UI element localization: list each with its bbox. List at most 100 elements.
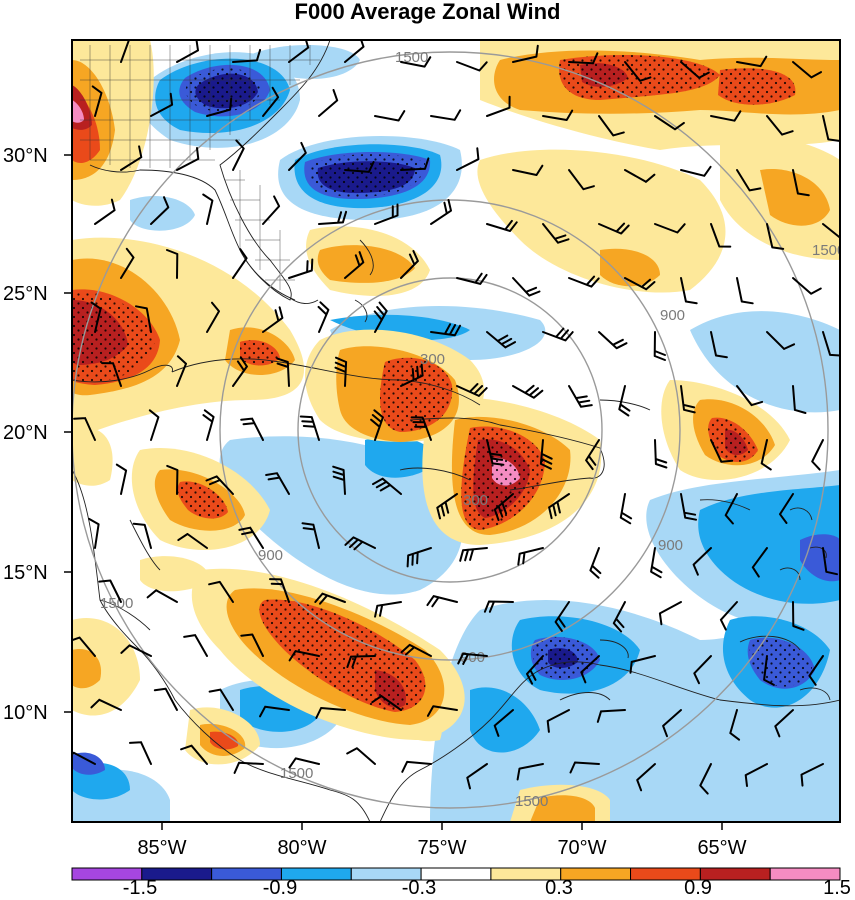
lat-tick-label: 30°N: [3, 145, 48, 167]
wind-barb: [318, 210, 348, 225]
wind-barb: [744, 763, 768, 787]
wind-barb: [512, 44, 539, 63]
wind-barb: [206, 97, 233, 117]
lon-tick-labels: 85°W 80°W 75°W 70°W 65°W: [137, 837, 746, 859]
wind-barb: [436, 493, 458, 520]
wind-barb: [598, 331, 628, 350]
range-ring-300: [297, 277, 603, 583]
wind-barb: [150, 92, 174, 117]
wind-barb: [265, 472, 290, 495]
wind-barb: [662, 709, 682, 738]
wind-barb: [430, 199, 452, 225]
wind-barb: [166, 464, 179, 495]
wind-barb: [374, 203, 399, 225]
wind-barb: [183, 634, 208, 657]
wind-barb: [371, 695, 402, 711]
wind-barb: [202, 409, 215, 441]
wind-barb: [301, 522, 320, 549]
wind-barb: [400, 56, 432, 68]
wind-barb: [232, 248, 248, 279]
colorbar-label: 1.5: [823, 877, 851, 899]
wind-barb: [240, 633, 264, 657]
wind-barb: [98, 579, 122, 603]
wind-barb: [598, 222, 630, 235]
wind-barb: [373, 301, 388, 333]
wind-barb: [654, 115, 685, 131]
wind-barb: [569, 761, 600, 774]
wind-barb: [401, 760, 432, 773]
wind-barb: [619, 493, 633, 525]
wind-barb: [546, 709, 570, 733]
wind-barb: [710, 331, 728, 359]
wind-barb: [73, 417, 96, 441]
plot-area: 300 300 900 900 900 900 1500 1500 1500 1…: [72, 40, 845, 822]
wind-barb: [800, 763, 824, 787]
wind-barb: [629, 655, 656, 674]
wind-barb: [430, 109, 462, 121]
colorbar-label: -1.5: [123, 877, 157, 899]
wind-barb: [568, 385, 593, 408]
wind-barb: [710, 223, 732, 248]
wind-barb: [736, 169, 762, 192]
wind-barb: [346, 655, 376, 668]
wind-barb: [90, 698, 122, 711]
wind-barb: [120, 40, 131, 63]
wind-barb: [699, 763, 712, 795]
coastlines: [72, 40, 840, 822]
wind-barb: [512, 384, 544, 399]
wind-barb: [808, 655, 824, 686]
wind-barb: [315, 707, 346, 719]
wind-barb: [766, 115, 794, 136]
wind-barbs: [72, 40, 840, 795]
ring-label: 1500: [280, 765, 313, 782]
lat-tick-label: 20°N: [3, 422, 48, 444]
ring-label: 900: [660, 307, 685, 324]
wind-barb: [792, 385, 807, 414]
lon-tick-label: 70°W: [557, 837, 606, 859]
wind-barb: [792, 601, 805, 631]
wind-barb: [493, 493, 514, 521]
wind-barb: [736, 55, 768, 68]
wind-barb: [344, 40, 365, 63]
wind-barb: [729, 709, 741, 741]
wind-barb: [526, 655, 544, 685]
wind-barb: [150, 196, 170, 225]
wind-barb: [766, 223, 785, 250]
wind-barb: [334, 356, 348, 387]
wind-barb: [548, 493, 570, 520]
wind-barb: [288, 258, 314, 279]
wind-barb: [736, 277, 754, 305]
wind-barb: [792, 61, 822, 79]
wind-barb: [693, 655, 712, 685]
range-ring-900: [219, 199, 681, 661]
wind-barb: [542, 223, 570, 244]
colorbar-labels: -1.5 -0.9 -0.3 0.3 0.9 1.5: [123, 877, 851, 899]
wind-barb: [456, 61, 488, 72]
wind-barb: [370, 409, 384, 441]
wind-barb: [516, 763, 544, 781]
range-rings: [72, 51, 829, 809]
wind-barb: [486, 439, 505, 466]
wind-barb: [568, 52, 599, 65]
wind-barb: [822, 115, 840, 142]
wind-barb: [554, 601, 570, 632]
wind-barb: [374, 601, 402, 618]
wind-barb: [710, 110, 742, 122]
range-ring-labels: 300 300 900 900 900 900 1500 1500 1500 1…: [100, 49, 845, 810]
wind-barb: [653, 331, 666, 361]
wind-barb: [262, 86, 280, 117]
wind-barb: [612, 601, 626, 633]
wind-barb: [760, 439, 772, 471]
ring-label: 900: [258, 547, 283, 564]
ring-label: 1500: [812, 242, 845, 259]
wind-barb: [259, 705, 290, 718]
wind-barb: [166, 249, 179, 279]
wind-barb: [288, 650, 320, 662]
wind-barb: [232, 139, 245, 171]
wind-barb: [400, 250, 419, 279]
lon-tick-label: 65°W: [697, 837, 746, 859]
wind-barb: [129, 741, 152, 765]
wind-barb: [410, 416, 432, 441]
wind-barb: [101, 362, 122, 387]
